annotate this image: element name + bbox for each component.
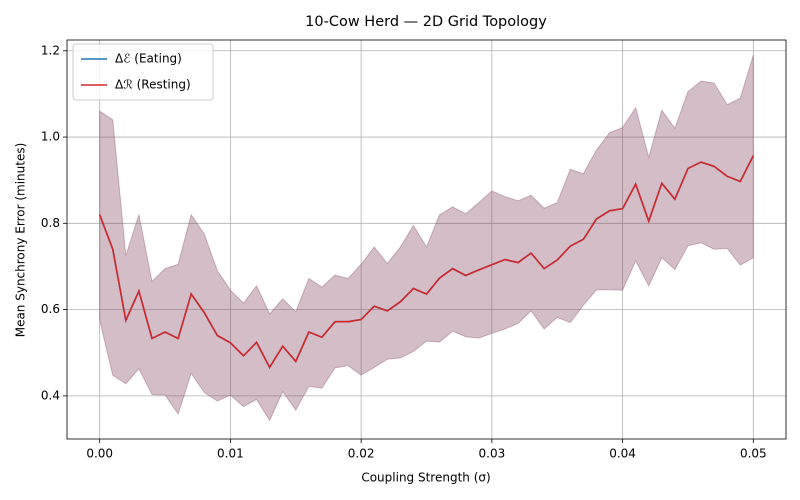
x-tick-label: 0.03	[479, 447, 506, 461]
y-axis-label: Mean Synchrony Error (minutes)	[14, 143, 28, 338]
y-tick-label: 0.6	[41, 302, 60, 316]
x-tick-label: 0.01	[217, 447, 244, 461]
x-tick-label: 0.02	[348, 447, 375, 461]
legend-box	[72, 43, 214, 101]
y-tick-label: 0.4	[41, 388, 60, 402]
y-tick-label: 1.2	[41, 43, 60, 57]
y-tick-label: 1.0	[41, 130, 60, 144]
y-tick-label: 0.8	[41, 216, 60, 230]
x-tick-label: 0.04	[609, 447, 636, 461]
x-tick-label: 0.00	[86, 447, 113, 461]
chart-title: 10-Cow Herd — 2D Grid Topology	[305, 14, 547, 30]
legend-label: Δℛ (Resting)	[115, 78, 191, 92]
error-band	[99, 54, 754, 422]
line	[98, 155, 755, 370]
x-axis-label: Coupling Strength (σ)	[361, 471, 490, 485]
x-tick-label: 0.05	[740, 447, 767, 461]
plot-frame	[66, 39, 787, 440]
legend-label: Δℰ (Eating)	[115, 52, 182, 66]
error-band	[99, 54, 754, 422]
